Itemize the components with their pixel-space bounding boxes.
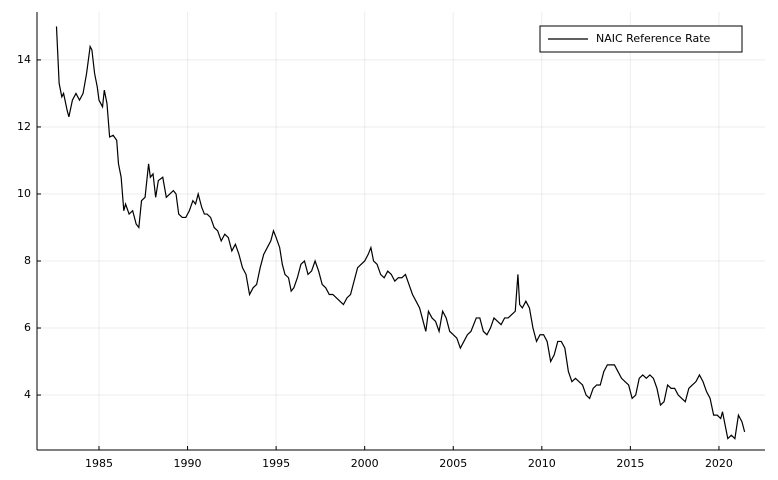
y-tick-label: 4 [24, 388, 31, 401]
y-tick-label: 8 [24, 254, 31, 267]
x-tick-label: 2005 [439, 457, 467, 470]
y-tick-label: 6 [24, 321, 31, 334]
x-tick-label: 2010 [528, 457, 556, 470]
x-tick-label: 1995 [262, 457, 290, 470]
y-tick-label: 14 [17, 53, 31, 66]
data-line [55, 26, 746, 440]
x-tick-label: 2000 [351, 457, 379, 470]
y-tick-label: 10 [17, 187, 31, 200]
x-tick-label: 2015 [616, 457, 644, 470]
y-tick-label: 12 [17, 120, 31, 133]
x-tick-label: 1990 [174, 457, 202, 470]
x-tick-label: 2020 [705, 457, 733, 470]
legend-label: NAIC Reference Rate [596, 32, 711, 45]
x-tick-label: 1985 [85, 457, 113, 470]
